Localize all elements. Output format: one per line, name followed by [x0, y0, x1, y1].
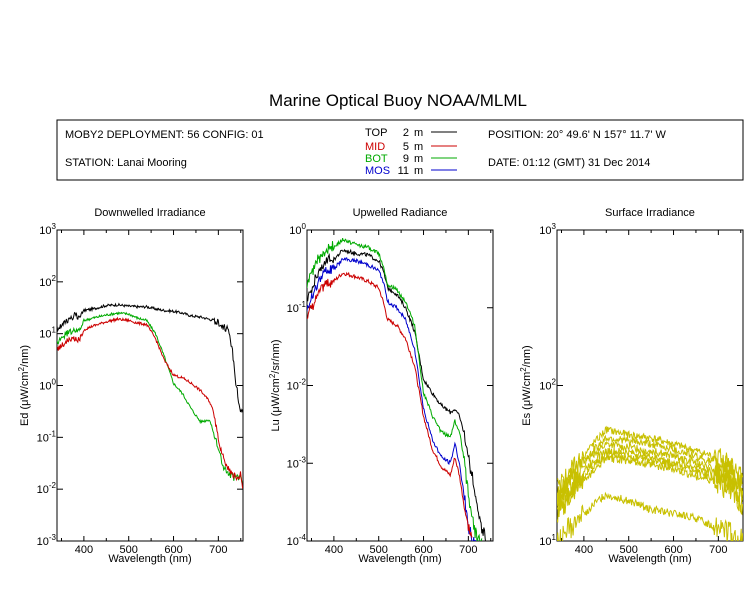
- legend-depth-top: 2: [403, 127, 409, 139]
- station-text: STATION: Lanai Mooring: [65, 157, 187, 169]
- y-axis-label: Lu (μW/cm2/sr/nm): [268, 339, 282, 431]
- x-tick-label: 600: [664, 544, 682, 556]
- x-tick-label: 500: [120, 544, 138, 556]
- y-tick-label: 101: [39, 326, 56, 341]
- plot-frame: [556, 229, 744, 542]
- legend-depth-mid: 5: [403, 141, 409, 153]
- legend-name-mid: MID: [365, 141, 385, 153]
- series-line-6: [557, 453, 743, 523]
- y-tick-label: 10-2: [287, 378, 307, 393]
- series-line-3: [57, 316, 243, 489]
- x-tick-label: 700: [459, 544, 477, 556]
- plot-frame: [56, 229, 244, 542]
- series-line-1: [307, 248, 486, 541]
- y-tick-label: 10-2: [37, 481, 57, 496]
- series-line-4: [307, 271, 473, 538]
- y-tick-label: 100: [39, 378, 56, 393]
- legend-unit-mos: m: [414, 165, 423, 177]
- x-tick-label: 400: [325, 544, 343, 556]
- x-tick-label: 700: [709, 544, 727, 556]
- legend-depth-bot: 9: [403, 153, 409, 165]
- panel-3: Surface Irradiance 400 500 600 700 101 102 103 W…: [519, 207, 744, 565]
- x-tick-label: 700: [209, 544, 227, 556]
- x-axis-label: Wavelength (nm): [108, 553, 191, 565]
- y-tick-label: 10-3: [287, 455, 307, 470]
- legend-unit-top: m: [414, 127, 423, 139]
- panel-title: Upwelled Radiance: [353, 207, 448, 219]
- y-tick-label: 101: [539, 533, 556, 548]
- figure-title: Marine Optical Buoy NOAA/MLML: [269, 91, 527, 110]
- legend-unit-bot: m: [414, 153, 423, 165]
- x-tick-label: 400: [75, 544, 93, 556]
- y-tick-label: 10-3: [37, 533, 57, 548]
- y-axis-label: Es (μW/cm2/nm): [519, 345, 533, 425]
- y-tick-label: 10-1: [37, 429, 57, 444]
- y-tick-label: 103: [539, 222, 556, 237]
- plot-frame: [306, 229, 494, 542]
- series-group: [57, 302, 243, 489]
- series-group: [557, 425, 743, 541]
- panel-2: Upwelled Radiance 400 500 600 700 10-4 10-3 10-…: [268, 207, 494, 565]
- x-axis-label: Wavelength (nm): [608, 553, 691, 565]
- x-tick-label: 600: [164, 544, 182, 556]
- position-text: POSITION: 20° 49.6' N 157° 11.7' W: [488, 129, 666, 141]
- series-line-2: [307, 237, 483, 541]
- panel-title: Surface Irradiance: [605, 207, 695, 219]
- x-tick-label: 400: [575, 544, 593, 556]
- legend-name-top: TOP: [365, 127, 387, 139]
- series-line-7: [557, 491, 743, 541]
- panel-title: Downwelled Irradiance: [94, 207, 205, 219]
- series-line-3: [557, 440, 743, 507]
- y-tick-label: 102: [39, 274, 56, 289]
- deployment-text: MOBY2 DEPLOYMENT: 56 CONFIG: 01: [65, 129, 264, 141]
- series-group: [307, 237, 486, 541]
- x-tick-label: 500: [620, 544, 638, 556]
- panels: Downwelled Irradiance 400 500 600 700 10-3 10-…: [17, 207, 744, 565]
- legend-depth-mos: 11: [398, 165, 409, 177]
- series-line-2: [57, 311, 243, 484]
- info-box: [56, 119, 744, 181]
- y-tick-label: 10-1: [287, 300, 307, 315]
- series-line-1: [57, 302, 243, 414]
- legend-name-bot: BOT: [365, 153, 388, 165]
- legend-name-mos: MOS: [365, 165, 390, 177]
- series-line-5: [557, 450, 743, 513]
- y-tick-label: 10-4: [287, 533, 307, 548]
- legend-unit-mid: m: [414, 141, 423, 153]
- x-tick-label: 600: [414, 544, 432, 556]
- x-axis-label: Wavelength (nm): [358, 553, 441, 565]
- y-tick-label: 103: [39, 222, 56, 237]
- y-tick-label: 100: [289, 222, 306, 237]
- panel-1: Downwelled Irradiance 400 500 600 700 10-3 10-…: [17, 207, 244, 565]
- x-tick-label: 500: [370, 544, 388, 556]
- date-text: DATE: 01:12 (GMT) 31 Dec 2014: [488, 157, 650, 169]
- y-axis-label: Ed (μW/cm2/nm): [17, 345, 31, 426]
- y-tick-label: 102: [539, 378, 556, 393]
- series-line-3: [307, 257, 477, 541]
